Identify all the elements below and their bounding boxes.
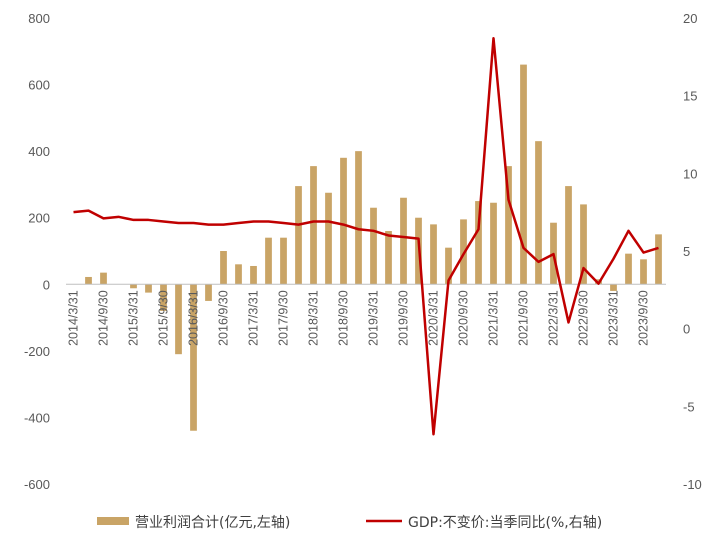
right-axis-tick-4: 10 <box>683 166 697 181</box>
x-tick-label-0: 2014/3/31 <box>67 290 81 346</box>
bar-8 <box>190 284 197 431</box>
bar-21 <box>385 231 392 285</box>
left-axis-tick-0: -600 <box>24 477 50 492</box>
gdp-line <box>73 36 659 436</box>
x-tick-label-15: 2021/9/30 <box>517 290 531 346</box>
right-axis-tick-5: 15 <box>683 89 697 104</box>
x-tick-label-2: 2015/3/31 <box>127 290 141 346</box>
bar-33 <box>565 186 572 285</box>
bar-17 <box>325 192 332 285</box>
x-tick-label-11: 2019/9/30 <box>397 290 411 346</box>
left-axis-tick-5: 400 <box>28 144 50 159</box>
x-tick-label-10: 2019/3/31 <box>367 290 381 346</box>
x-tick-label-16: 2022/3/31 <box>547 290 561 346</box>
right-axis-tick-1: -5 <box>683 399 695 414</box>
x-tick-label-4: 2016/3/31 <box>187 290 201 346</box>
right-axis-tick-3: 5 <box>683 244 690 259</box>
x-tick-label-1: 2014/9/30 <box>97 290 111 346</box>
x-tick-label-19: 2023/9/30 <box>637 290 651 346</box>
bar-13 <box>265 237 272 285</box>
bar-1 <box>85 276 92 285</box>
left-axis-tick-1: -400 <box>24 410 50 425</box>
x-tick-label-18: 2023/3/31 <box>607 290 621 346</box>
right-axis-tick-0: -10 <box>683 477 702 492</box>
left-axis-tick-6: 600 <box>28 78 50 93</box>
bar-18 <box>340 157 347 285</box>
bar-19 <box>355 151 362 285</box>
x-tick-label-9: 2018/9/30 <box>337 290 351 346</box>
bar-28 <box>490 202 497 285</box>
bar-29 <box>505 166 512 285</box>
right-axis-tick-6: 20 <box>683 11 697 26</box>
bar-34 <box>580 204 587 285</box>
bar-20 <box>370 207 377 285</box>
left-axis-tick-3: 0 <box>43 277 50 292</box>
bar-22 <box>400 197 407 285</box>
bar-38 <box>640 259 647 285</box>
bar-15 <box>295 186 302 285</box>
x-tick-label-17: 2022/9/30 <box>577 290 591 346</box>
x-tick-label-14: 2021/3/31 <box>487 290 501 346</box>
x-tick-label-7: 2017/9/30 <box>277 290 291 346</box>
bar-6 <box>160 284 167 311</box>
right-axis-tick-2: 0 <box>683 322 690 337</box>
x-tick-label-5: 2016/9/30 <box>217 290 231 346</box>
bar-39 <box>655 234 662 285</box>
bar-4 <box>130 284 137 289</box>
bar-12 <box>250 265 257 285</box>
legend-line-label: GDP:不变价:当季同比(%,右轴) <box>408 515 602 531</box>
bar-11 <box>235 264 242 285</box>
bar-36 <box>610 284 617 291</box>
bar-7 <box>175 284 182 355</box>
x-axis-ticks: 2014/3/31 2014/9/30 2015/3/31 2015/9/30 2016… <box>67 290 651 346</box>
bar-5 <box>145 284 152 293</box>
bar-31 <box>535 141 542 285</box>
x-tick-label-3: 2015/9/30 <box>157 290 171 346</box>
left-axis-tick-2: -200 <box>24 344 50 359</box>
bar-27 <box>475 201 482 285</box>
bar-series <box>85 64 662 431</box>
right-y-axis: -10 -5 0 5 10 15 20 <box>683 11 702 492</box>
bar-37 <box>625 253 632 285</box>
x-tick-label-8: 2018/3/31 <box>307 290 321 346</box>
left-axis-tick-7: 800 <box>28 11 50 26</box>
bar-16 <box>310 166 317 285</box>
bar-24 <box>430 224 437 285</box>
x-tick-label-6: 2017/3/31 <box>247 290 261 346</box>
x-tick-label-13: 2020/9/30 <box>457 290 471 346</box>
legend: 营业利润合计(亿元,左轴) GDP:不变价:当季同比(%,右轴) <box>97 515 602 531</box>
left-axis-tick-4: 200 <box>28 211 50 226</box>
legend-bar-swatch <box>97 517 129 525</box>
bar-10 <box>220 251 227 285</box>
x-tick-label-12: 2020/3/31 <box>427 290 441 346</box>
bar-30 <box>520 64 527 285</box>
bar-14 <box>280 237 287 285</box>
bar-9 <box>205 284 212 301</box>
bar-25 <box>445 247 452 285</box>
legend-bar-label: 营业利润合计(亿元,左轴) <box>135 515 290 531</box>
bar-2 <box>100 272 107 285</box>
left-y-axis: -600 -400 -200 0 200 400 600 800 <box>24 11 50 492</box>
line-series <box>73 36 659 436</box>
